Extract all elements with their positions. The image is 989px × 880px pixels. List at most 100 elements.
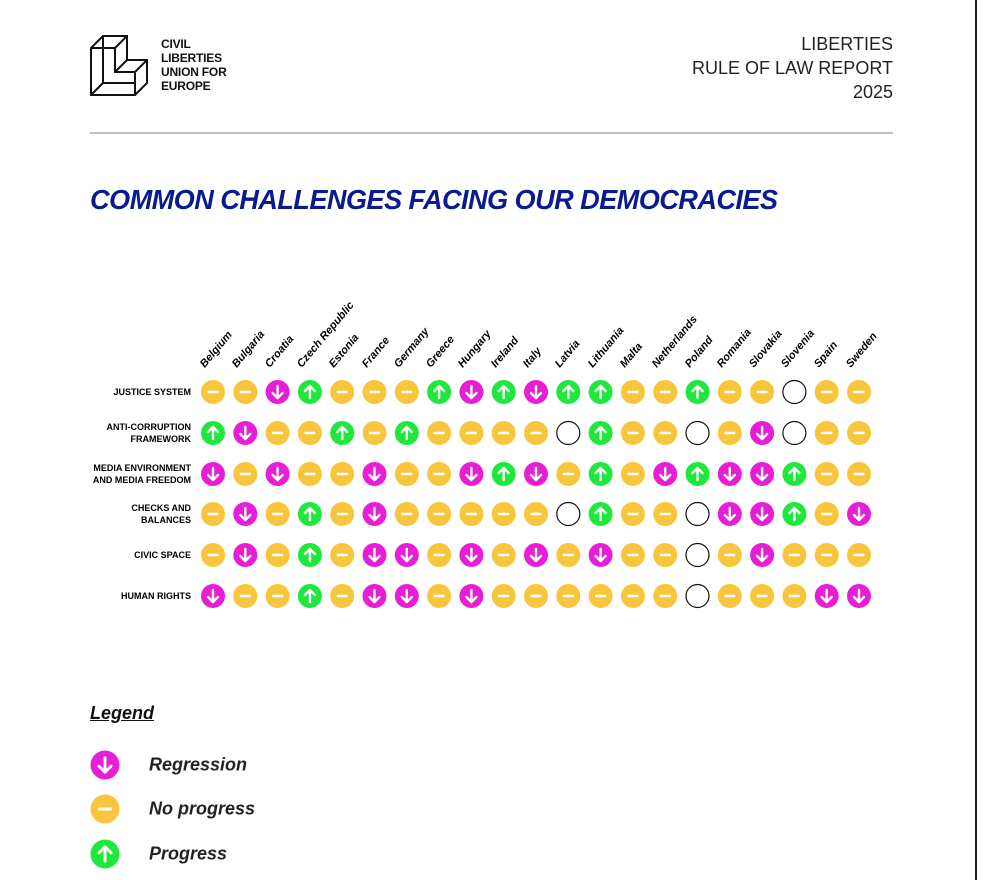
status-cell xyxy=(265,543,290,567)
down-arrow-icon xyxy=(271,466,284,482)
up-arrow-icon xyxy=(562,384,575,400)
status-cell xyxy=(297,584,322,608)
down-arrow-icon xyxy=(659,466,672,482)
status-cell xyxy=(394,584,419,608)
up-arrow-icon xyxy=(497,466,510,482)
status-cell xyxy=(782,379,807,405)
status-cell xyxy=(556,501,581,527)
status-cell xyxy=(782,543,807,567)
down-arrow-icon xyxy=(820,588,833,604)
status-cell xyxy=(653,584,678,608)
status-cell xyxy=(427,421,452,445)
status-cell xyxy=(427,584,452,608)
status-cell xyxy=(330,502,355,526)
empty-circle xyxy=(685,501,710,527)
legend-icon xyxy=(90,794,120,824)
status-cell xyxy=(330,543,355,567)
up-arrow-icon xyxy=(303,506,317,522)
status-cell xyxy=(394,380,419,404)
row-label: MEDIA ENVIRONMENT AND MEDIA FREEDOM xyxy=(92,463,191,485)
status-cell xyxy=(491,543,516,567)
status-cell xyxy=(782,502,807,526)
status-cell xyxy=(653,462,678,486)
status-cell xyxy=(201,584,225,608)
status-cell xyxy=(491,380,516,404)
status-cell xyxy=(233,502,258,526)
page-title: COMMON CHALLENGES FACING OUR DEMOCRACIES xyxy=(90,184,778,215)
status-cell xyxy=(362,462,387,486)
down-arrow-icon xyxy=(755,547,769,563)
status-cell xyxy=(847,584,871,608)
status-cell xyxy=(524,584,548,608)
legend-label: No progress xyxy=(149,798,256,819)
row-label: CHECKS AND BALANCES xyxy=(131,503,191,525)
empty-circle xyxy=(782,420,807,446)
status-cell xyxy=(556,380,581,404)
status-cell xyxy=(588,421,613,445)
status-cell xyxy=(620,584,645,608)
status-cell xyxy=(556,584,581,608)
status-cell xyxy=(717,380,742,404)
down-arrow-icon xyxy=(400,547,413,563)
up-arrow-icon xyxy=(788,506,801,522)
status-cell xyxy=(717,421,742,445)
status-cell xyxy=(814,462,839,486)
status-cell xyxy=(491,502,516,526)
status-cell xyxy=(394,462,419,486)
down-arrow-icon xyxy=(239,547,252,563)
status-cell xyxy=(620,462,645,486)
status-cell xyxy=(620,421,645,445)
status-cell xyxy=(427,462,452,486)
status-cell xyxy=(814,502,839,526)
down-arrow-icon xyxy=(529,466,543,482)
down-arrow-icon xyxy=(465,547,478,563)
status-cell xyxy=(524,421,548,445)
status-cell xyxy=(201,543,225,567)
status-cell xyxy=(653,543,678,567)
down-arrow-icon xyxy=(723,506,736,522)
status-cell xyxy=(201,421,225,445)
status-cell xyxy=(330,462,355,486)
legend-icons xyxy=(90,750,120,869)
status-cell xyxy=(588,380,613,404)
status-cell xyxy=(556,420,581,446)
up-arrow-icon xyxy=(303,588,317,604)
status-cell xyxy=(459,502,484,526)
status-cell xyxy=(427,502,452,526)
status-cell xyxy=(297,380,322,404)
status-cell xyxy=(330,380,355,404)
status-cell xyxy=(750,543,775,567)
status-cell xyxy=(814,380,839,404)
status-cell xyxy=(524,502,548,526)
status-cell xyxy=(362,584,387,608)
status-cell xyxy=(620,543,645,567)
legend-label: Progress xyxy=(149,843,228,864)
status-cell xyxy=(459,462,484,486)
status-cell xyxy=(653,380,678,404)
status-cell xyxy=(524,543,548,567)
status-cell xyxy=(524,380,548,404)
status-cell xyxy=(685,462,710,486)
status-cell xyxy=(750,380,775,404)
up-arrow-icon xyxy=(97,845,113,863)
logo-text: CIVIL LIBERTIES UNION FOR EUROPE xyxy=(161,37,227,93)
status-cell xyxy=(362,543,387,567)
status-cell xyxy=(717,584,742,608)
status-cell xyxy=(297,543,322,567)
status-cell xyxy=(847,543,871,567)
status-cell xyxy=(685,542,710,568)
status-cell xyxy=(750,462,775,486)
legend-label: Regression xyxy=(149,754,248,775)
down-arrow-icon xyxy=(97,756,113,774)
status-cell xyxy=(750,584,775,608)
status-grid xyxy=(201,379,871,609)
status-cell xyxy=(427,380,452,404)
status-cell xyxy=(588,584,613,608)
status-cell xyxy=(620,502,645,526)
status-cell xyxy=(685,583,710,609)
status-cell xyxy=(233,380,258,404)
status-cell xyxy=(297,502,322,526)
status-cell xyxy=(653,502,678,526)
down-arrow-icon xyxy=(206,588,220,604)
status-cell xyxy=(297,462,322,486)
